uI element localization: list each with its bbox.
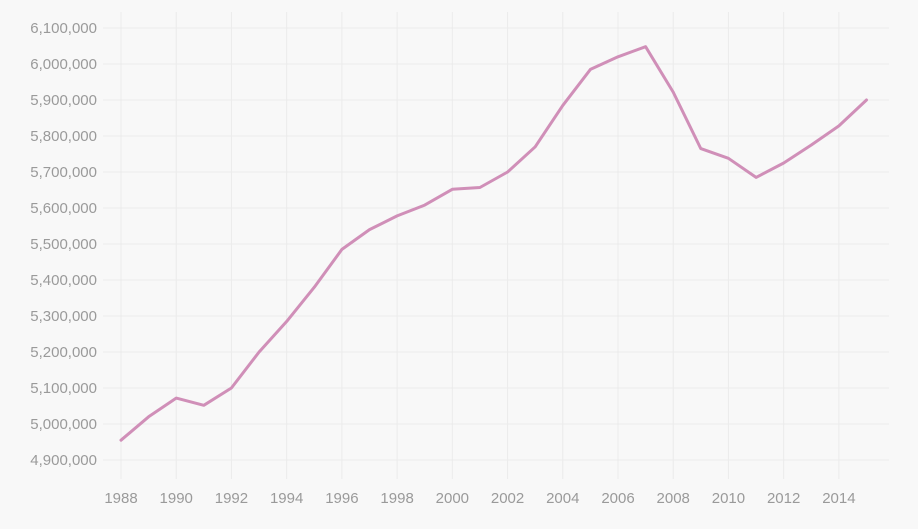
data-point [230,386,233,390]
grid-lines [103,12,889,479]
y-tick-label: 6,100,000 [30,20,97,37]
x-tick-label: 2006 [601,490,634,507]
data-point [672,90,675,94]
data-point [506,170,509,174]
data-point [727,157,730,160]
data-point [533,145,537,148]
y-tick-label: 5,900,000 [30,92,97,109]
data-point [589,68,592,71]
x-tick-label: 2008 [657,490,690,507]
data-point [368,228,371,231]
y-tick-label: 5,100,000 [30,380,97,397]
data-point [202,404,206,407]
series-layer [119,45,868,442]
data-point [119,439,123,442]
y-tick-label: 4,900,000 [30,452,97,469]
series-line [119,45,868,442]
x-tick-label: 1992 [215,490,248,507]
data-point [313,286,316,289]
x-tick-label: 1998 [380,490,413,507]
x-tick-label: 2004 [546,490,579,507]
y-tick-label: 5,800,000 [30,128,97,145]
x-tick-label: 1990 [160,490,193,507]
x-tick-label: 2000 [436,490,469,507]
data-point [340,248,344,251]
data-point [395,214,399,218]
y-tick-label: 5,300,000 [30,308,97,325]
data-point [478,186,482,189]
data-point [754,176,758,179]
data-point [810,143,813,147]
y-tick-label: 5,500,000 [30,236,97,253]
y-axis: 4,900,000 5,000,000 5,100,000 5,200,000 5,30… [30,20,97,469]
data-point [644,45,647,48]
data-point [837,124,841,128]
y-tick-label: 5,200,000 [30,344,97,361]
data-point [561,104,564,107]
y-tick-label: 5,000,000 [30,416,97,433]
data-point [616,55,620,58]
data-point [699,147,703,150]
x-axis: 1988 1990 1992 1994 1996 1998 2000 2002 2004 2006… [104,490,855,507]
x-tick-label: 2002 [491,490,524,507]
y-tick-label: 5,400,000 [30,272,97,289]
data-point [865,98,868,102]
data-point [147,415,150,418]
y-tick-label: 5,600,000 [30,200,97,217]
y-tick-label: 5,700,000 [30,164,97,181]
y-tick-label: 6,000,000 [30,56,97,73]
x-tick-label: 2010 [712,490,745,507]
x-tick-label: 1996 [325,490,358,507]
x-tick-label: 1994 [270,490,303,507]
x-tick-label: 2014 [822,490,855,507]
x-tick-label: 2012 [767,490,800,507]
data-point [285,320,288,323]
data-point [257,350,261,354]
x-tick-label: 1988 [104,490,137,507]
data-point [451,188,454,191]
data-point [423,203,426,207]
data-point [175,396,178,400]
data-point [782,161,785,165]
